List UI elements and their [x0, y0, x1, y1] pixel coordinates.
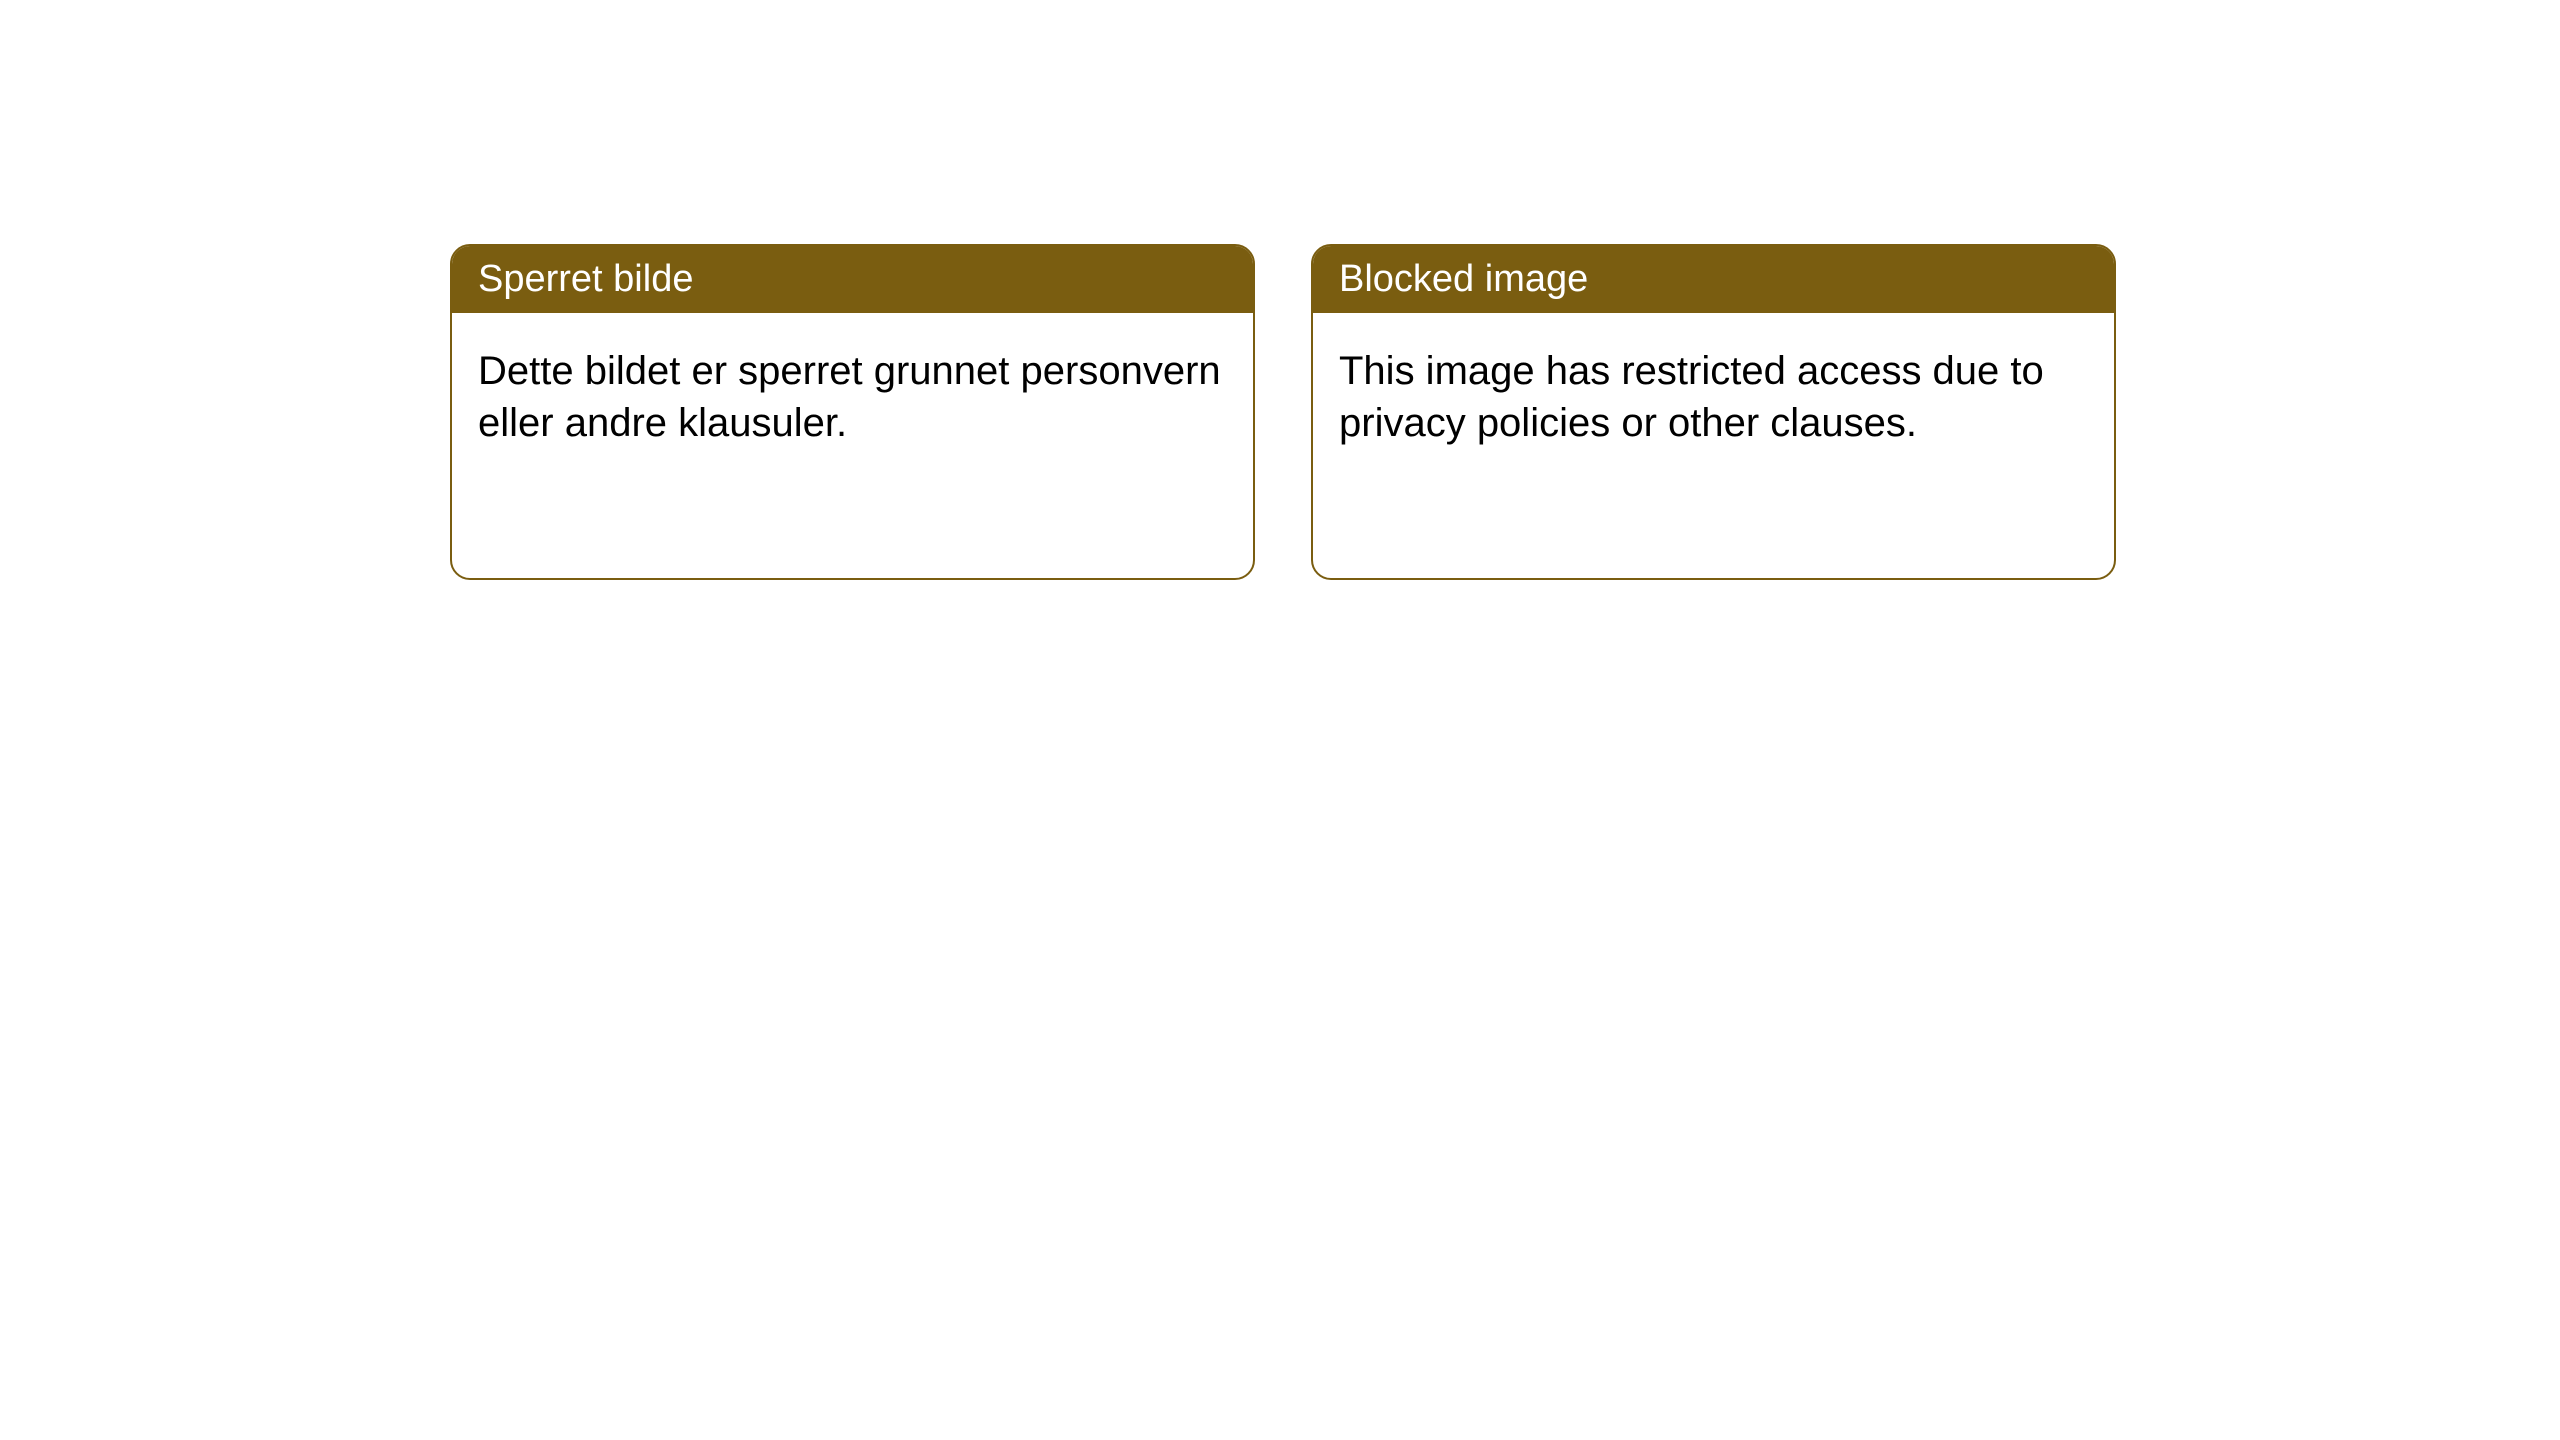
notice-card-norwegian: Sperret bilde Dette bildet er sperret gr… — [450, 244, 1255, 580]
card-title: Sperret bilde — [478, 258, 693, 300]
notice-card-english: Blocked image This image has restricted … — [1311, 244, 2116, 580]
card-body: This image has restricted access due to … — [1313, 313, 2114, 481]
notice-container: Sperret bilde Dette bildet er sperret gr… — [0, 0, 2560, 580]
card-body: Dette bildet er sperret grunnet personve… — [452, 313, 1253, 481]
card-title: Blocked image — [1339, 258, 1588, 300]
card-message: Dette bildet er sperret grunnet personve… — [478, 349, 1221, 445]
card-header: Sperret bilde — [452, 246, 1253, 313]
card-header: Blocked image — [1313, 246, 2114, 313]
card-message: This image has restricted access due to … — [1339, 349, 2044, 445]
